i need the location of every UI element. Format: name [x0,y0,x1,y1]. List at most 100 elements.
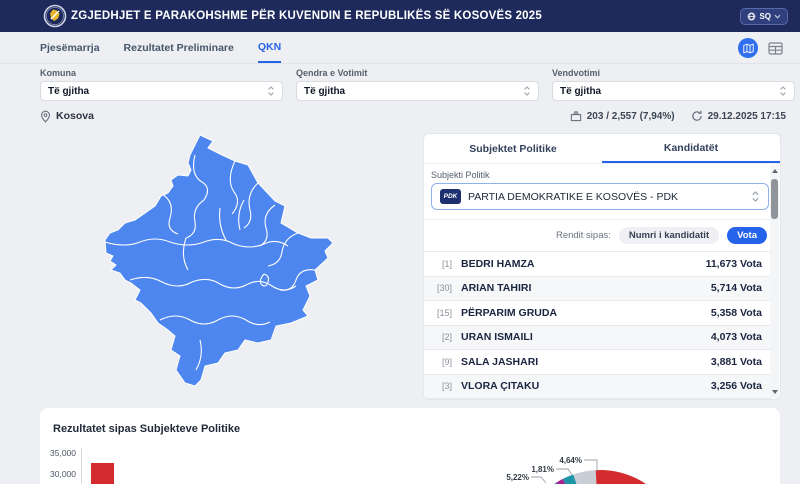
vendvotimi-select-value: Të gjitha [560,85,602,97]
scroll-up-icon[interactable] [771,169,778,173]
counted-stat: 203 / 2,557 (7,94%) [570,110,675,122]
subject-select[interactable]: PDK PARTIA DEMOKRATIKE E KOSOVËS - PDK [431,183,769,210]
tab-rezultatet-preliminare[interactable]: Rezultatet Preliminare [123,41,234,54]
kosovo-outline [104,134,334,387]
app-header: ZGJEDHJET E PARAKOHSHME PËR KUVENDIN E R… [0,0,800,32]
main-tabs: Pjesëmarrja Rezultatet Preliminare QKN [0,32,800,64]
results-chart-card: Rezultatet sipas Subjekteve Politike 35,… [40,408,780,484]
filter-vendvotimi: Vendvotimi Të gjitha [552,68,795,101]
candidate-votes: 11,673 Vota [705,257,762,270]
sort-by-votes-button[interactable]: Vota [727,227,767,244]
sort-by-number-button[interactable]: Numri i kandidatit [618,227,720,244]
status-row: Kosova 203 / 2,557 (7,94%) 29.12.2025 17… [40,107,786,125]
candidate-name: URAN ISMAILI [461,331,533,344]
subject-select-value: PARTIA DEMOKRATIKE E KOSOVËS - PDK [468,190,679,203]
municipality-borders [105,154,316,371]
counted-value: 203 / 2,557 (7,94%) [586,110,675,122]
party-pie-chart[interactable]: 4,64% 1,81% 5,22% [480,440,780,484]
select-chevrons-icon [268,86,274,96]
scrollbar-thumb[interactable] [771,179,778,219]
bar-ytick: 35,000 [50,448,76,458]
panel-tabs: Subjektet Politike Kandidatët [424,134,780,164]
kosovo-map[interactable] [100,130,336,398]
pie-leader-line [556,468,573,476]
candidate-votes: 3,256 Vota [710,380,762,393]
panel-tab-subjektet[interactable]: Subjektet Politike [469,142,557,155]
scroll-down-icon[interactable] [771,390,778,394]
select-chevrons-icon [524,86,530,96]
chart-title: Rezultatet sipas Subjekteve Politike [53,423,241,435]
subject-label: Subjekti Politik [431,170,490,180]
location-pin-icon [41,110,50,123]
results-panel: Subjektet Politike Kandidatët Subjekti P… [423,133,781,400]
chevron-down-icon [774,14,781,19]
ballot-box-icon [570,111,581,122]
select-chevrons-icon [752,191,759,202]
status-stats: 203 / 2,557 (7,94%) 29.12.2025 17:15 [570,110,786,122]
candidate-name: BEDRI HAMZA [461,257,535,270]
updated-stat: 29.12.2025 17:15 [691,110,786,122]
vendvotimi-select[interactable]: Të gjitha [552,81,795,101]
pie-slice-red [595,470,646,484]
filter-label: Komuna [40,68,76,78]
table-view-button[interactable] [766,40,784,56]
region-name: Kosova [56,110,94,122]
sort-label: Rendit sipas: [555,230,611,241]
candidate-number: [1] [441,258,452,269]
filter-label: Qendra e Votimit [296,68,368,78]
filter-label: Vendvotimi [552,68,601,78]
pie-label: 5,22% [506,473,529,482]
filters-row: Komuna Të gjitha Qendra e Votimit Të gji… [40,68,795,101]
pie-label: 4,64% [559,456,582,465]
candidate-list: [1] BEDRI HAMZA 11,673 Vota [30] ARIAN T… [424,251,771,400]
candidate-row[interactable]: [30] ARIAN TAHIRI 5,714 Vota [424,276,771,301]
pie-slice-teal [562,474,577,484]
qendra-select-value: Të gjitha [304,85,346,97]
pie-slice-gray [573,470,597,484]
candidate-number: [30] [436,283,452,294]
komuna-select-value: Të gjitha [48,85,90,97]
bar-pdk[interactable] [91,463,114,484]
pie-leader-line [531,476,547,484]
candidate-row[interactable]: [5] ARBEN MUSTAFA 3,100 Vota [424,399,771,400]
candidate-number: [15] [436,307,452,318]
qendra-select[interactable]: Të gjitha [296,81,539,101]
select-chevrons-icon [780,86,786,96]
candidate-row[interactable]: [15] PËRPARIM GRUDA 5,358 Vota [424,301,771,326]
language-selector[interactable]: SQ [740,8,788,25]
language-code: SQ [759,12,771,21]
party-badge: PDK [440,189,461,204]
table-icon [767,41,783,55]
candidate-row[interactable]: [2] URAN ISMAILI 4,073 Vota [424,325,771,350]
bar-ytick: 30,000 [50,469,76,479]
tab-qkn[interactable]: QKN [257,32,282,63]
candidate-votes: 5,358 Vota [710,306,762,319]
panel-tab-kandidatet[interactable]: Kandidatët [602,134,780,163]
candidate-name: SALA JASHARI [461,355,539,368]
refresh-icon [691,110,702,121]
komuna-select[interactable]: Të gjitha [40,81,283,101]
candidate-row[interactable]: [3] VLORA ÇITAKU 3,256 Vota [424,374,771,399]
tab-pjesemarrja[interactable]: Pjesëmarrja [40,41,100,54]
panel-scrollbar[interactable] [770,165,779,398]
candidate-number: [9] [441,356,452,367]
pie-leader-line [584,459,598,471]
candidate-votes: 5,714 Vota [710,282,762,295]
candidate-number: [3] [441,381,452,392]
candidate-name: PËRPARIM GRUDA [461,306,558,319]
candidate-row[interactable]: [9] SALA JASHARI 3,881 Vota [424,350,771,375]
updated-value: 29.12.2025 17:15 [707,110,786,122]
page-title: ZGJEDHJET E PARAKOHSHME PËR KUVENDIN E R… [71,10,542,22]
pie-label: 1,81% [531,465,554,474]
bar-y-axis [81,448,82,484]
view-toggles [738,32,784,64]
filter-qendra: Qendra e Votimit Të gjitha [296,68,539,101]
kqz-logo-icon [43,4,67,28]
map-view-button[interactable] [738,38,758,58]
filter-komuna: Komuna Të gjitha [40,68,283,101]
candidate-row[interactable]: [1] BEDRI HAMZA 11,673 Vota [424,252,771,277]
pie-slice-magenta [556,478,566,484]
translate-icon [748,12,756,21]
candidate-votes: 3,881 Vota [710,355,762,368]
candidate-name: VLORA ÇITAKU [461,380,540,393]
